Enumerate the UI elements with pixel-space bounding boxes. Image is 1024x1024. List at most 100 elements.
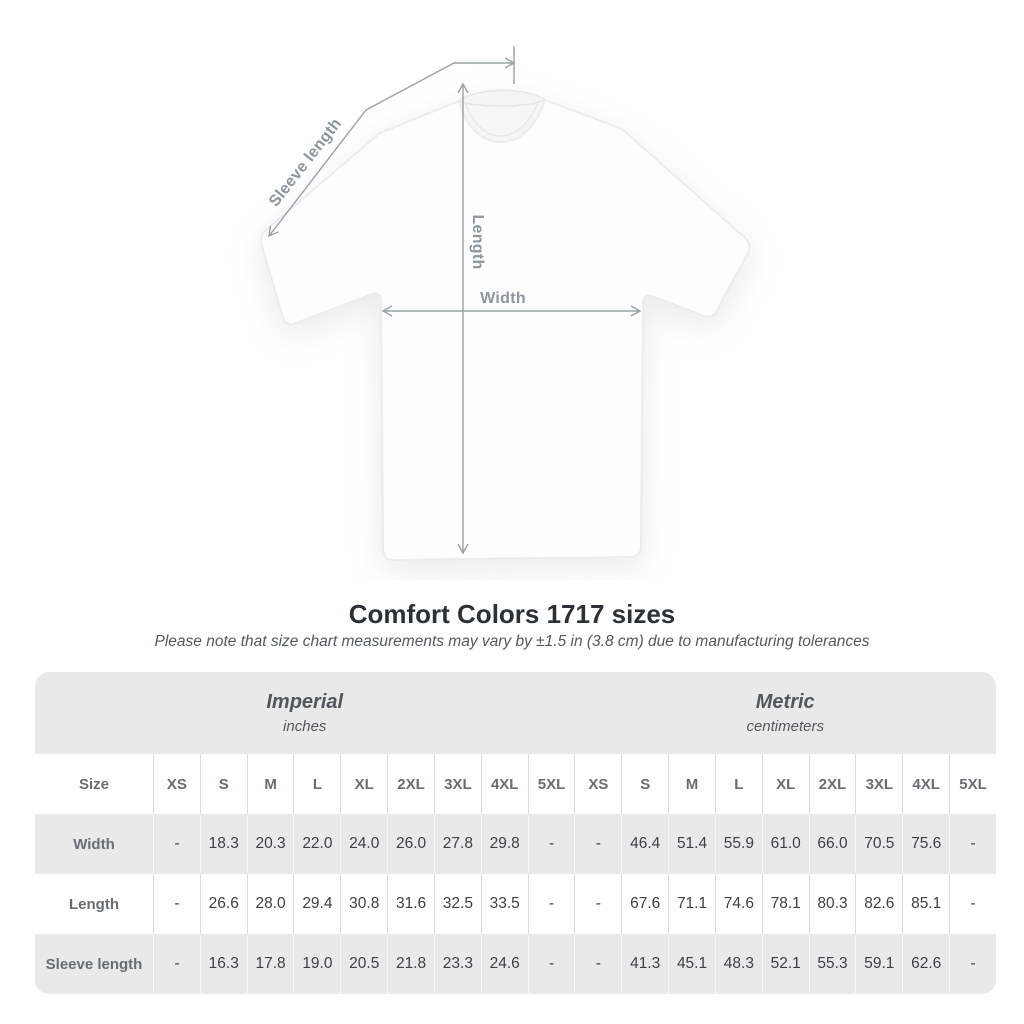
measurement-value: 24.6 [480, 934, 528, 994]
measurement-value: 45.1 [668, 934, 715, 994]
measurement-value: - [574, 934, 622, 994]
measurement-annotations [268, 46, 642, 555]
measurement-value: 71.1 [668, 874, 715, 934]
unit-group-name: Metric [755, 691, 815, 713]
size-header-cell: 3XL [855, 754, 903, 814]
size-header-cell: L [293, 754, 341, 814]
measurement-label: Length [35, 874, 153, 934]
width-label: Width [480, 290, 526, 307]
measurement-value: 31.6 [387, 874, 434, 934]
measurement-value: 26.0 [387, 814, 434, 874]
unit-group-name: Imperial [266, 691, 344, 713]
measurement-value: - [574, 814, 622, 874]
sleeve-length-arrow [268, 57, 516, 238]
measurement-row: Width -18.3 20.3 22.0 24.0 26.0 27.8 29.8- -46.4… [35, 814, 996, 874]
measurement-value: 78.1 [761, 874, 809, 934]
length-label: Length [469, 214, 486, 270]
measurement-value: 21.8 [387, 934, 434, 994]
measurement-value: 20.3 [246, 814, 294, 874]
measurement-value: - [949, 934, 996, 994]
measurement-value: 59.1 [855, 934, 903, 994]
measurement-value: 70.5 [855, 814, 903, 874]
size-header-cell: XS [574, 754, 622, 814]
measurement-value: 26.6 [199, 874, 247, 934]
tshirt-outline [260, 99, 751, 561]
measurement-value: - [527, 874, 575, 934]
measurement-value: 74.6 [714, 874, 762, 934]
measurement-value: 23.3 [433, 934, 481, 994]
measurement-value: 22.0 [293, 814, 341, 874]
size-header-cell: 3XL [433, 754, 481, 814]
measurement-value: 66.0 [808, 814, 856, 874]
size-table-container: Imperial inches Metric centimeters Size XS S M L… [35, 672, 996, 994]
collar-back [457, 89, 547, 107]
size-header-cell: S [199, 754, 247, 814]
measurement-value: 41.3 [621, 934, 669, 994]
measurement-value: 17.8 [246, 934, 294, 994]
measurement-value: 30.8 [340, 874, 388, 934]
measurement-value: 52.1 [761, 934, 809, 994]
measurement-label: Width [35, 814, 153, 874]
measurement-value: - [527, 934, 575, 994]
size-header-cell: 2XL [387, 754, 434, 814]
measurement-value: 80.3 [808, 874, 856, 934]
measurement-value: 82.6 [855, 874, 903, 934]
measurement-value: 75.6 [902, 814, 950, 874]
measurement-value: 24.0 [340, 814, 388, 874]
size-header-cell: XL [340, 754, 388, 814]
tshirt-illustration [260, 89, 751, 561]
measurement-value: 27.8 [433, 814, 481, 874]
size-header-cell: 4XL [480, 754, 528, 814]
measurement-value: 20.5 [340, 934, 388, 994]
measurement-row: Sleeve length -16.3 17.8 19.0 20.5 21.8 23.3 24… [35, 934, 996, 994]
measurement-value: 55.3 [808, 934, 856, 994]
size-header-row: Size XS S M L XL 2XL 3XL 4XL 5XL XS S M L XL 2XL 3XL 4XL 5… [35, 754, 996, 814]
measurement-value: - [153, 874, 200, 934]
unit-group-row: Imperial inches Metric centimeters [35, 672, 996, 754]
measurement-value: 33.5 [480, 874, 528, 934]
measurement-row: Length -26.6 28.0 29.4 30.8 31.6 32.5 33.5- -67.… [35, 874, 996, 934]
tshirt-diagram: Sleeve length Length Width [260, 46, 751, 561]
size-header-cell: M [668, 754, 715, 814]
size-header-cell: 5XL [949, 754, 996, 814]
measurement-value: 32.5 [433, 874, 481, 934]
measurement-value: 67.6 [621, 874, 669, 934]
size-header-cell: XS [153, 754, 200, 814]
measurement-label: Sleeve length [35, 934, 153, 994]
measurement-value: 61.0 [761, 814, 809, 874]
size-header-cell: 2XL [808, 754, 856, 814]
measurement-value: 28.0 [246, 874, 294, 934]
measurement-value: 29.4 [293, 874, 341, 934]
measurement-value: 51.4 [668, 814, 715, 874]
measurement-value: 48.3 [714, 934, 762, 994]
measurement-value: - [153, 814, 200, 874]
size-header-cell: 5XL [527, 754, 575, 814]
unit-group-subtitle: inches [283, 718, 327, 735]
unit-group-imperial: Imperial inches [35, 672, 575, 754]
measurement-value: 85.1 [902, 874, 950, 934]
measurement-value: 16.3 [199, 934, 247, 994]
size-chart-body: Imperial inches Metric centimeters Size XS S M L… [35, 672, 996, 994]
tolerance-note: Please note that size chart measurements… [154, 633, 870, 650]
measurement-value: 19.0 [293, 934, 341, 994]
measurement-value: - [949, 814, 996, 874]
measurement-value: 18.3 [199, 814, 247, 874]
measurement-value: 46.4 [621, 814, 669, 874]
measurement-value: - [153, 934, 200, 994]
measurement-value: - [527, 814, 575, 874]
measurement-value: 29.8 [480, 814, 528, 874]
measurement-value: - [949, 874, 996, 934]
unit-group-metric: Metric centimeters [574, 672, 996, 754]
size-chart-table: Imperial inches Metric centimeters Size XS S M L… [35, 672, 996, 994]
tshirt-diagram-canvas [260, 46, 751, 561]
size-header-cell: S [621, 754, 669, 814]
measurement-value: 62.6 [902, 934, 950, 994]
unit-group-subtitle: centimeters [746, 718, 824, 735]
measurement-value: 55.9 [714, 814, 762, 874]
size-header-cell: 4XL [902, 754, 950, 814]
size-header-cell: L [714, 754, 762, 814]
size-header-cell: M [246, 754, 294, 814]
size-header-cell: XL [761, 754, 809, 814]
size-column-header: Size [35, 754, 153, 814]
